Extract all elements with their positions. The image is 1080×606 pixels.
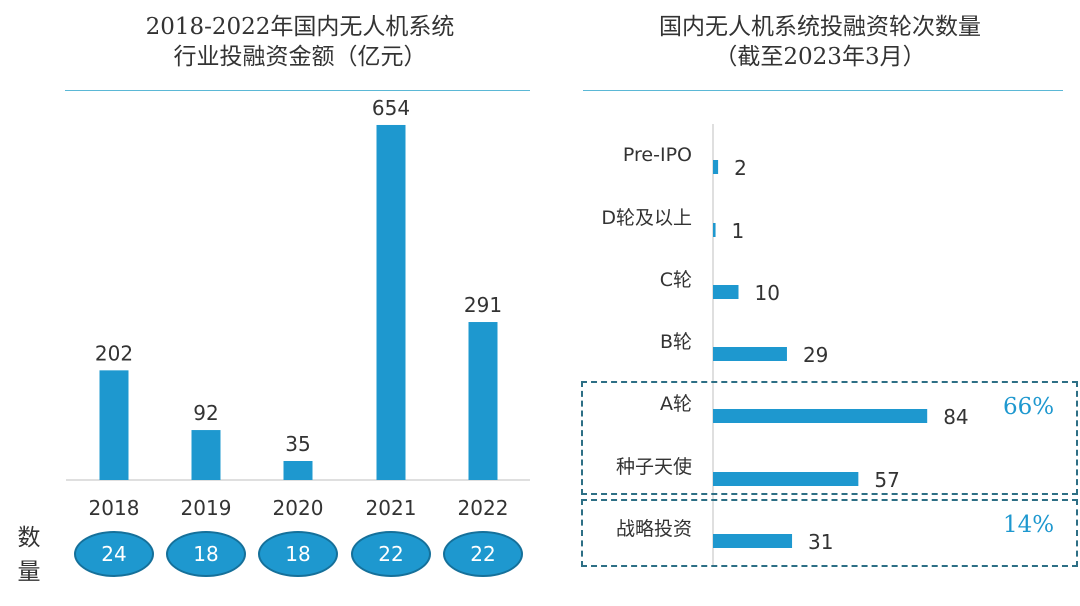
hbar-value-label-4: 84 <box>943 405 968 429</box>
hbar-1 <box>713 223 716 237</box>
y-category-label-6: 战略投资 <box>616 518 692 540</box>
bar-2021 <box>376 124 406 480</box>
left-title-line2: 行业投融资金额（亿元） <box>173 44 427 70</box>
hbar-4 <box>713 409 928 423</box>
y-category-label-5: 种子天使 <box>616 456 692 478</box>
group-percent-strategic: 14% <box>1003 512 1055 538</box>
left-title-line1: 2018-2022年国内无人机系统 <box>145 14 455 40</box>
count-pill-2021: 22 <box>351 531 431 577</box>
x-tick-label-2022: 2022 <box>458 496 509 520</box>
bar-value-label-2022: 291 <box>464 293 502 317</box>
hbar-5 <box>713 472 859 486</box>
group-box-early-rounds <box>581 381 1078 495</box>
x-tick-label-2021: 2021 <box>366 496 417 520</box>
bar-2022 <box>468 322 498 480</box>
hbar-value-label-3: 29 <box>803 343 828 367</box>
y-category-label-1: D轮及以上 <box>601 207 692 229</box>
count-pill-2020: 18 <box>258 531 338 577</box>
bar-value-label-2020: 35 <box>285 432 310 456</box>
bar-2019 <box>191 430 221 480</box>
hbar-value-label-0: 2 <box>734 156 747 180</box>
count-label-char2: 量 <box>17 559 41 585</box>
bar-value-label-2018: 202 <box>95 341 133 365</box>
hbar-value-label-2: 10 <box>755 281 780 305</box>
hbar-value-label-1: 1 <box>732 219 745 243</box>
count-label-char1: 数 <box>17 525 41 551</box>
right-chart-title: 国内无人机系统投融资轮次数量 （截至2023年3月） <box>570 12 1070 72</box>
group-box-strategic <box>581 499 1078 567</box>
x-tick-label-2019: 2019 <box>181 496 232 520</box>
hbar-0 <box>713 160 719 174</box>
right-title-line1: 国内无人机系统投融资轮次数量 <box>659 14 981 40</box>
count-pill-2018: 24 <box>74 531 154 577</box>
x-tick-label-2020: 2020 <box>273 496 324 520</box>
left-chart-title: 2018-2022年国内无人机系统 行业投融资金额（亿元） <box>80 12 520 72</box>
x-tick-label-2018: 2018 <box>89 496 140 520</box>
right-title-line2: （截至2023年3月） <box>714 44 926 70</box>
count-pill-2022: 22 <box>443 531 523 577</box>
right-title-divider <box>583 90 1063 91</box>
hbar-6 <box>713 534 793 548</box>
bar-value-label-2021: 654 <box>372 96 410 120</box>
left-title-divider <box>65 90 530 91</box>
hbar-value-label-6: 31 <box>808 530 833 554</box>
hbar-3 <box>713 347 787 361</box>
bar-value-label-2019: 92 <box>193 401 218 425</box>
group-percent-early-rounds: 66% <box>1003 394 1055 420</box>
count-pill-2019: 18 <box>166 531 246 577</box>
bar-2018 <box>99 370 129 480</box>
y-category-label-4: A轮 <box>660 393 692 415</box>
hbar-value-label-5: 57 <box>874 468 899 492</box>
y-category-label-3: B轮 <box>660 331 692 353</box>
y-category-label-0: Pre-IPO <box>623 144 692 166</box>
hbar-2 <box>713 285 739 299</box>
y-category-label-2: C轮 <box>660 269 692 291</box>
bar-2020 <box>283 461 313 480</box>
